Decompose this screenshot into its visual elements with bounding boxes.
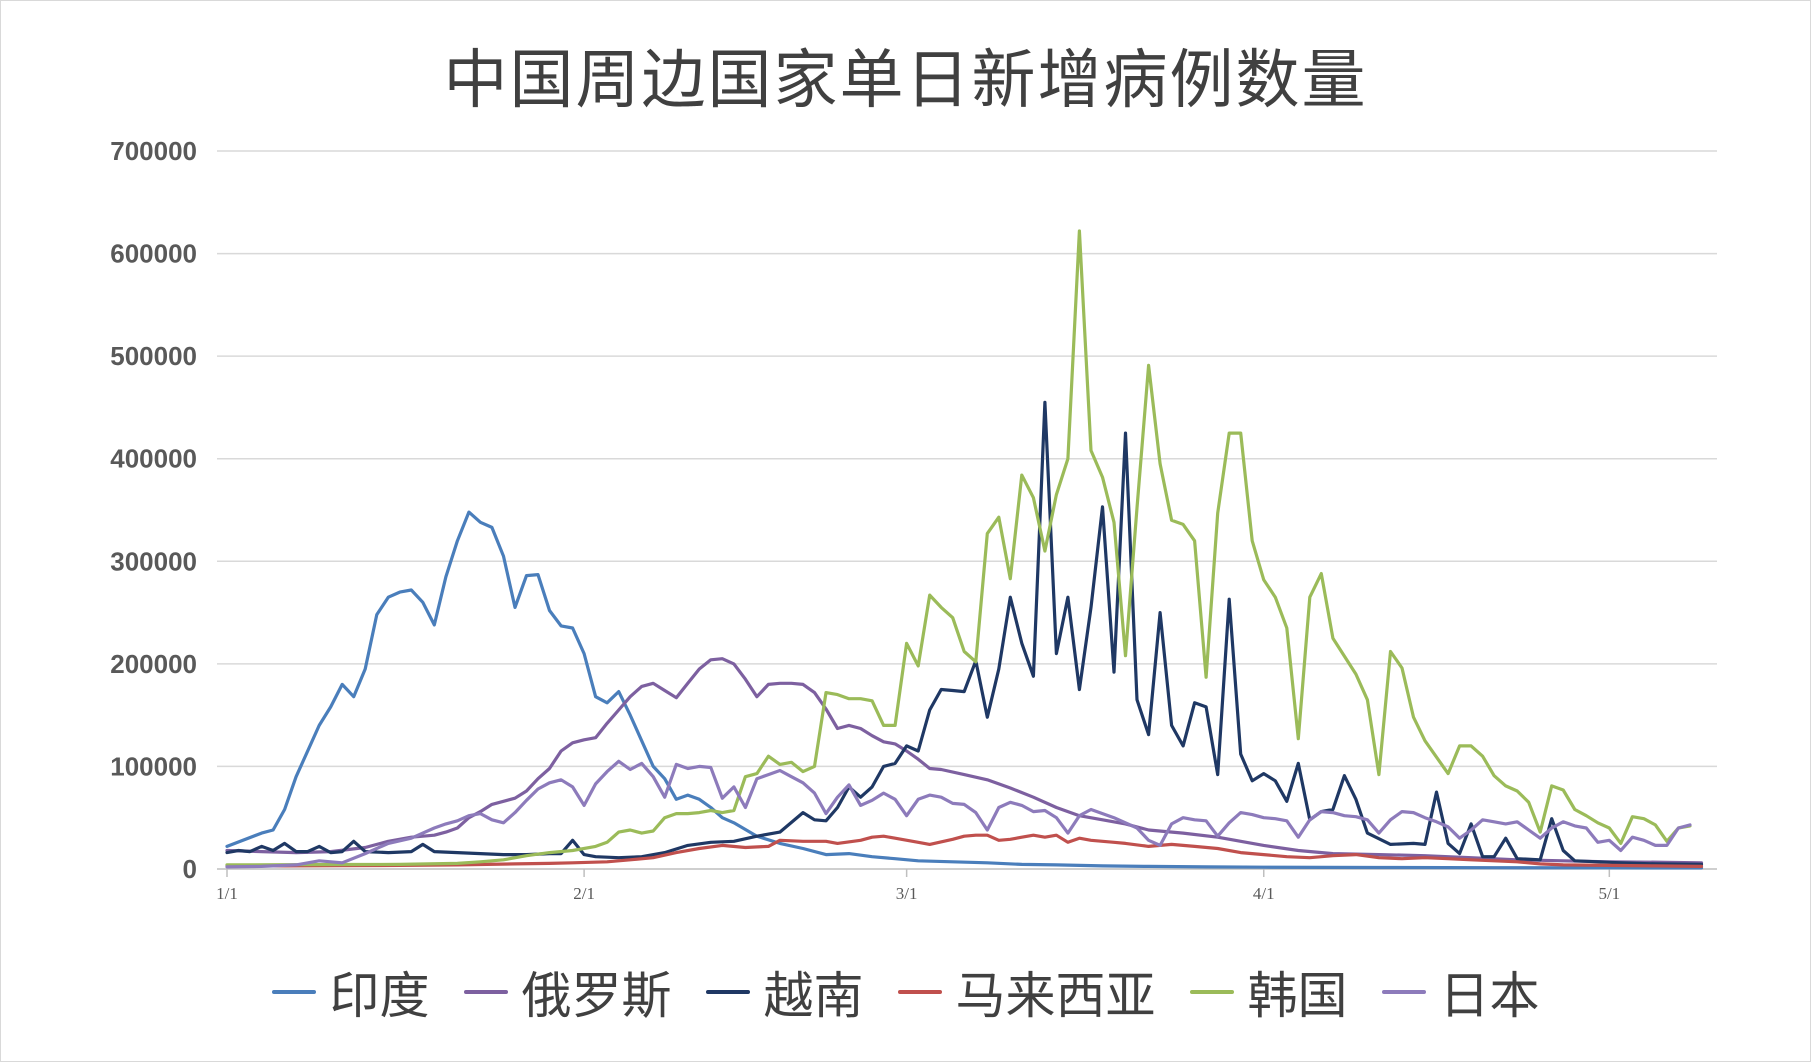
y-tick-label: 500000: [110, 341, 197, 371]
legend-swatch: [463, 990, 508, 994]
legend-swatch: [1189, 990, 1234, 994]
legend-item: 印度: [271, 956, 430, 1028]
x-axis-ticks: 1/1 2/1 3/1 4/1 5/1: [216, 869, 1620, 903]
series-lines: [225, 229, 1704, 870]
legend-item: 马来西亚: [897, 956, 1156, 1028]
legend-swatch: [897, 990, 942, 994]
y-tick-label: 300000: [110, 546, 197, 576]
x-tick-label: 1/1: [216, 884, 238, 903]
x-tick-label: 4/1: [1253, 884, 1275, 903]
x-tick-label: 2/1: [573, 884, 595, 903]
gridlines: [217, 150, 1717, 870]
y-tick-label: 400000: [110, 444, 197, 474]
legend-swatch: [1381, 990, 1426, 994]
legend-swatch: [271, 990, 316, 994]
chart-title: 中国周边国家单日新增病例数量: [443, 44, 1368, 118]
legend-label: 韩国: [1247, 967, 1348, 1025]
series-line-日本: [225, 759, 1692, 869]
y-tick-label: 600000: [110, 239, 197, 269]
y-tick-label: 0: [183, 854, 197, 884]
legend-label: 越南: [763, 967, 864, 1025]
legend-item: 日本: [1381, 956, 1540, 1028]
legend-label: 马来西亚: [955, 967, 1156, 1025]
x-tick-label: 3/1: [896, 884, 918, 903]
series-line-马来西亚: [225, 833, 1704, 868]
legend-item: 韩国: [1189, 956, 1348, 1028]
y-axis-ticks: 0 100000 200000 300000 400000 500000 600000 700…: [110, 136, 197, 884]
series-line-韩国: [225, 229, 1692, 867]
legend-label: 俄罗斯: [521, 967, 672, 1025]
legend-label: 印度: [329, 967, 430, 1025]
series-line-越南: [225, 400, 1704, 866]
legend-item: 越南: [705, 956, 864, 1028]
legend-swatch: [705, 990, 750, 994]
x-tick-label: 5/1: [1598, 884, 1620, 903]
y-tick-label: 100000: [110, 751, 197, 781]
series-line-俄罗斯: [225, 657, 1704, 865]
legend-item: 俄罗斯: [463, 956, 672, 1028]
series-line-印度: [225, 510, 1704, 870]
y-tick-label: 700000: [110, 136, 197, 166]
legend-label: 日本: [1439, 967, 1540, 1025]
legend: 印度 俄罗斯 越南 马来西亚 韩国 日本: [1, 956, 1810, 1028]
y-tick-label: 200000: [110, 649, 197, 679]
